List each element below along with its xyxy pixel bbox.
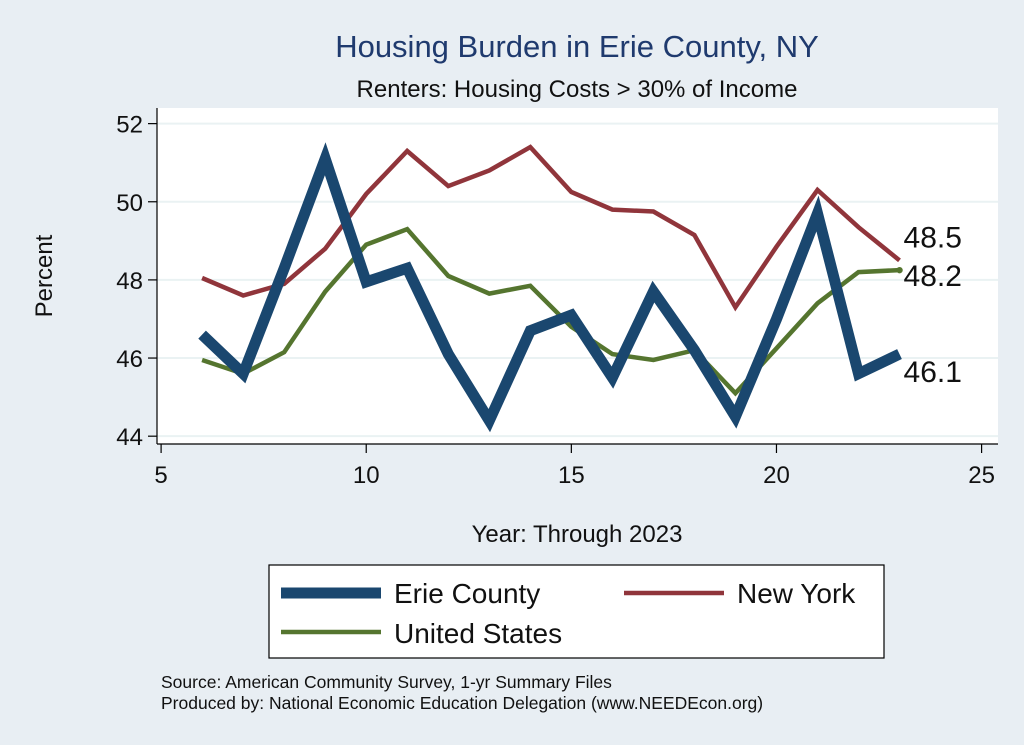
x-tick-label: 20 [763,462,790,489]
chart-subtitle: Renters: Housing Costs > 30% of Income [357,76,798,103]
y-tick-label: 52 [116,112,143,139]
end-labels: 46.1 48.5 48.2 [904,221,962,389]
series-line-erie-county [198,142,902,433]
axes: 44 46 48 50 52 5 10 15 20 25 [116,108,998,489]
end-label-erie-county: 46.1 [904,356,962,389]
y-tick-label: 46 [116,346,143,373]
y-tick-label: 44 [116,424,143,451]
producer-note: Produced by: National Economic Education… [161,693,763,713]
end-label-new-york: 48.5 [904,221,962,254]
legend-label-united-states: United States [394,618,562,649]
chart-title: Housing Burden in Erie County, NY [335,29,819,64]
x-tick-label: 10 [353,462,380,489]
end-label-united-states: 48.2 [904,260,962,293]
legend-box [268,564,885,659]
united-states-end-marker [896,266,903,274]
y-tick-label: 48 [116,268,143,295]
plot-area [157,108,998,444]
y-axis-title: Percent [31,234,58,317]
x-axis-title: Year: Through 2023 [472,521,683,548]
x-tick-label: 5 [154,462,167,489]
series-line-new-york [201,144,901,312]
source-note: Source: American Community Survey, 1-yr … [161,672,612,692]
y-tick-label: 50 [116,190,143,217]
legend-label-new-york: New York [737,578,856,609]
legend: Erie County New York United States [268,564,885,659]
series-lines [198,142,903,433]
legend-label-erie-county: Erie County [394,578,540,609]
series-line-united-states [201,226,900,397]
x-tick-label: 25 [968,462,995,489]
x-tick-label: 15 [558,462,585,489]
